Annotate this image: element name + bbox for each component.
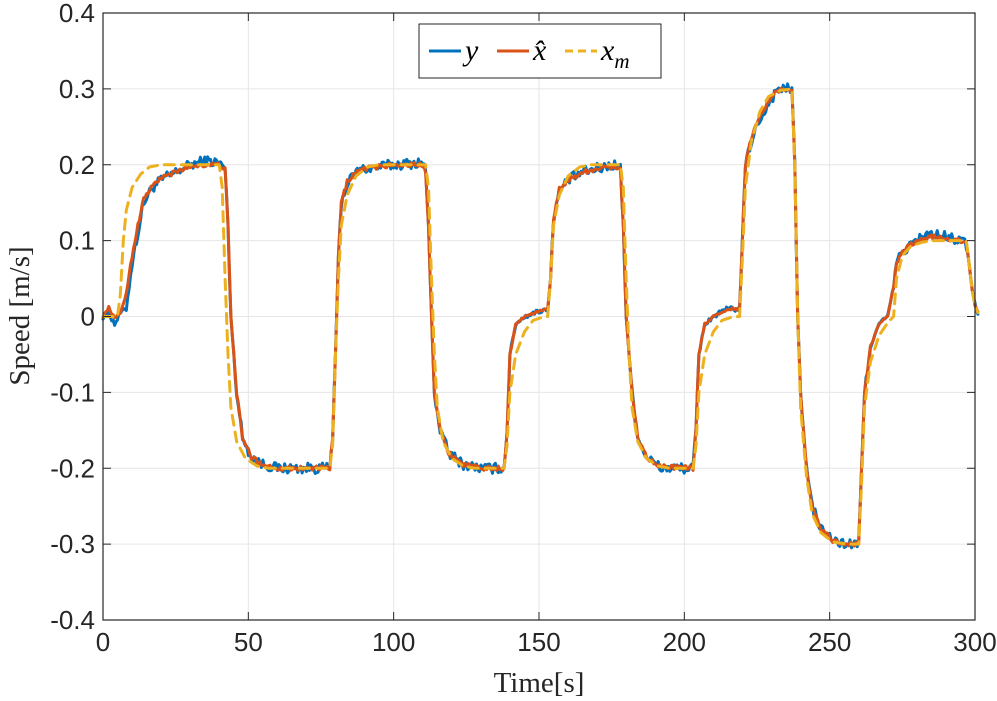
x-tick-label-4: 200: [663, 627, 706, 657]
y-tick-label-5: 0.1: [59, 226, 95, 256]
x-tick-label-6: 300: [953, 627, 996, 657]
legend-label-y: y: [462, 34, 479, 67]
tick-marks: [102, 12, 976, 621]
series-line-x_hat: [101, 86, 980, 548]
x-tick-label-5: 250: [808, 627, 851, 657]
y-tick-label-4: 0: [81, 302, 95, 332]
y-tick-label-1: -0.3: [50, 529, 95, 559]
legend-label-x_hat: x̂: [532, 34, 547, 67]
x-tick-label-3: 150: [517, 627, 560, 657]
y-tick-label-7: 0.3: [59, 74, 95, 104]
x-tick-label-2: 100: [372, 627, 415, 657]
x-axis-label: Time[s]: [494, 667, 585, 699]
x-tick-labels: 0 50 100 150 200 250 300: [96, 627, 997, 657]
x-tick-label-1: 50: [234, 627, 263, 657]
y-tick-label-3: -0.1: [50, 377, 95, 407]
y-tick-label-2: -0.2: [50, 453, 95, 483]
legend-label-x_m: xm: [600, 34, 630, 73]
x-tick-label-0: 0: [96, 627, 110, 657]
y-tick-label-6: 0.2: [59, 150, 95, 180]
y-tick-label-0: -0.4: [50, 605, 95, 635]
series-layer: [101, 82, 980, 550]
y-axis-label: Speed [m/s]: [4, 246, 36, 385]
series-line-x_m: [101, 87, 980, 546]
y-tick-labels: -0.4 -0.3 -0.2 -0.1 0 0.1 0.2 0.3 0.4: [50, 0, 95, 635]
y-tick-label-8: 0.4: [59, 0, 95, 28]
legend: y x̂ xm: [418, 23, 662, 79]
